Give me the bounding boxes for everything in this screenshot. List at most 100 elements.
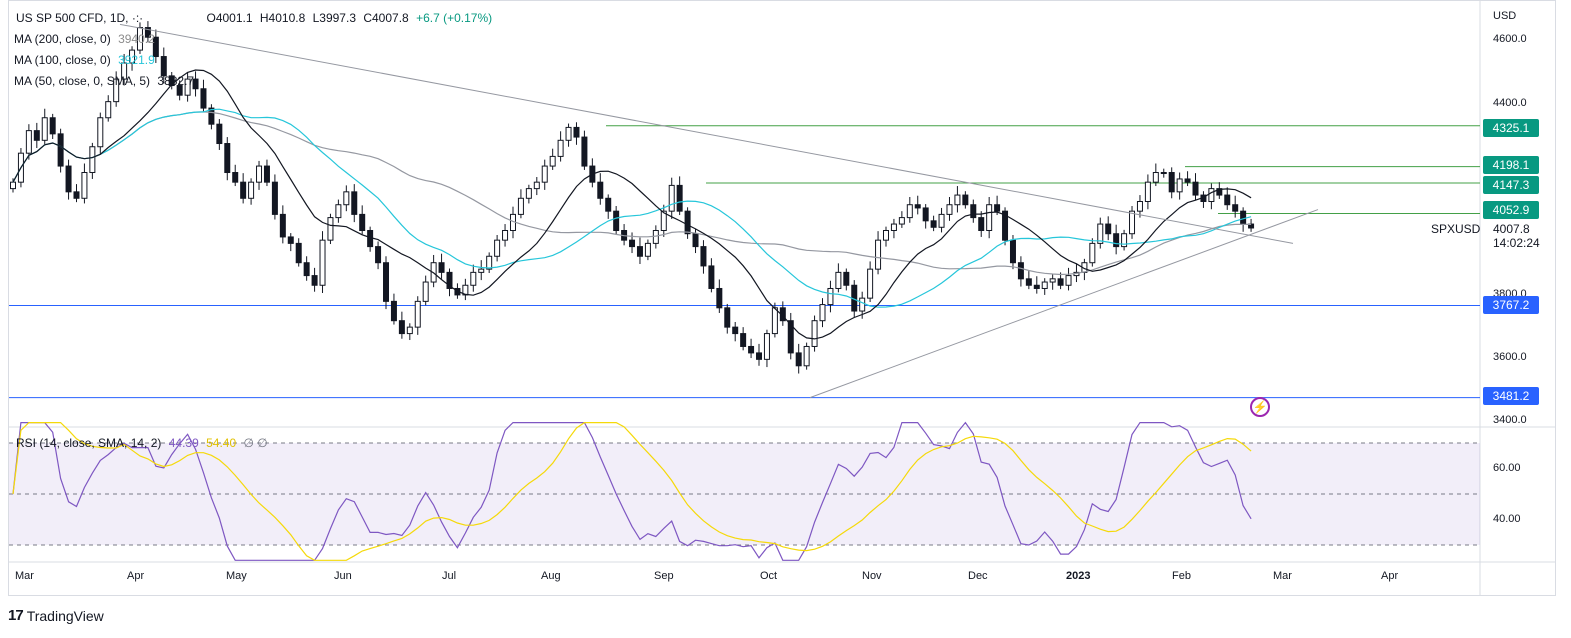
candle-body	[787, 320, 794, 354]
candle-body	[565, 126, 572, 141]
candle-body	[200, 88, 207, 109]
ma50-legend[interactable]: MA (50, close, 0, SMA, 5) 3882.7	[14, 74, 194, 88]
rsi-line	[12, 421, 1252, 561]
candle-body	[152, 36, 159, 58]
candle-body	[629, 239, 636, 248]
ma100-line	[12, 108, 1252, 308]
candle-body	[136, 27, 143, 51]
candle-body	[502, 229, 509, 241]
rsi-legend[interactable]: RSI (14, close, SMA, 14, 2) 44.39 54.40 …	[16, 436, 272, 450]
chart-canvas[interactable]	[0, 0, 1571, 600]
month-aug: Aug	[541, 570, 561, 582]
currency-label: USD	[1493, 10, 1517, 22]
candle-body	[1017, 262, 1024, 280]
ohlc-high: H4010.8	[259, 11, 306, 25]
candle-body	[303, 262, 310, 277]
price-tick-4400: 4400.0	[1493, 97, 1527, 109]
candle-body	[605, 197, 612, 212]
level-tag-4325[interactable]: 4325.1	[1483, 119, 1539, 137]
ma200-legend[interactable]: MA (200, close, 0) 3940.2	[14, 32, 155, 46]
ma100-legend[interactable]: MA (100, close, 0) 3921.9	[14, 53, 155, 67]
candle-body	[573, 126, 580, 138]
month-jun: Jun	[334, 570, 352, 582]
brand-footer[interactable]: 17 TradingView	[8, 607, 104, 624]
candle-body	[1002, 210, 1009, 241]
level-tag-4147[interactable]: 4147.3	[1483, 176, 1539, 194]
candle-body	[319, 239, 326, 286]
candle-body	[240, 181, 247, 199]
candle-body	[1152, 172, 1159, 183]
candle-body	[946, 204, 953, 215]
candle-body	[732, 326, 739, 335]
candle-body	[962, 194, 969, 206]
candle-body	[232, 172, 239, 183]
candle-body	[994, 204, 1001, 212]
symbol-legend: US SP 500 CFD, 1D, ·:· O4001.1 H4010.8 L…	[16, 11, 496, 25]
level-tag-3767[interactable]: 3767.2	[1483, 296, 1539, 314]
candle-body	[486, 255, 493, 270]
candle-body	[835, 271, 842, 289]
candle-body	[160, 56, 167, 77]
ohlc-open: O4001.1	[206, 11, 253, 25]
rsi-value: 44.39	[168, 436, 199, 450]
candle-body	[549, 155, 556, 167]
candle-body	[525, 188, 532, 199]
candle-body	[478, 268, 485, 273]
candle-body	[97, 117, 104, 148]
candle-body	[279, 213, 286, 238]
candle-body	[676, 184, 683, 212]
candle-body	[176, 85, 183, 96]
candle-body	[843, 271, 850, 286]
candle-body	[1224, 194, 1231, 206]
symbol-name: US SP 500 CFD, 1D, ·:·	[16, 11, 144, 25]
ma200-value: 3940.2	[118, 32, 155, 46]
level-tag-4053[interactable]: 4052.9	[1483, 201, 1539, 219]
candle-body	[25, 130, 32, 154]
candle-body	[938, 213, 945, 228]
candle-body	[256, 165, 263, 183]
brand-name: TradingView	[26, 607, 104, 624]
candle-body	[1097, 223, 1104, 244]
month-nov: Nov	[862, 570, 882, 582]
candle-body	[311, 275, 318, 286]
candle-body	[716, 287, 723, 309]
candle-body	[1121, 233, 1128, 248]
candle-body	[906, 204, 913, 219]
candle-body	[724, 307, 731, 328]
level-tag-3481[interactable]: 3481.2	[1483, 387, 1539, 405]
candle-body	[1057, 278, 1064, 286]
level-tag-4198[interactable]: 4198.1	[1483, 156, 1539, 174]
candle-body	[33, 130, 40, 141]
ohlc-low: L3997.3	[312, 11, 356, 25]
candle-body	[224, 143, 231, 174]
candle-body	[359, 213, 366, 231]
candle-body	[859, 297, 866, 312]
candle-body	[1033, 284, 1040, 289]
candle-body	[129, 49, 136, 64]
candle-body	[470, 271, 477, 286]
rsi-ma-value: 54.40	[206, 436, 237, 450]
candle-body	[811, 320, 818, 347]
candle-body	[271, 181, 278, 215]
candle-body	[890, 223, 897, 231]
rsi-extra: ∅ ∅	[243, 436, 268, 450]
candle-body	[692, 233, 699, 248]
candle-body	[144, 27, 151, 38]
candle-body	[73, 191, 80, 199]
candle-body	[668, 184, 675, 212]
candle-body	[1009, 239, 1016, 264]
lightning-icon[interactable]: ⚡	[1250, 397, 1270, 417]
candle-body	[748, 345, 755, 354]
month-may: May	[226, 570, 247, 582]
rsi-label: RSI (14, close, SMA, 14, 2)	[16, 436, 162, 450]
rsi-tick-40: 40.00	[1493, 513, 1521, 525]
candle-body	[1049, 278, 1056, 283]
candle-body	[827, 287, 834, 306]
candle-body	[1136, 201, 1143, 212]
ma100-value: 3921.9	[118, 53, 155, 67]
ma100-label: MA (100, close, 0)	[14, 53, 111, 67]
price-tick-3400: 3400.0	[1493, 414, 1527, 426]
candle-body	[105, 101, 112, 119]
candle-body	[597, 181, 604, 199]
candle-body	[295, 242, 302, 264]
